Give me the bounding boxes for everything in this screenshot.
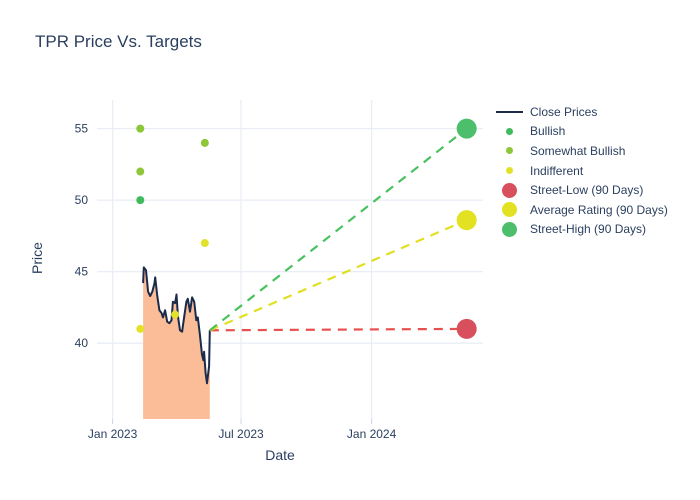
rating-dot-somewhat-bullish[interactable]	[200, 138, 209, 147]
legend-swatch-shape	[502, 182, 517, 198]
legend-item-street-low-days-[interactable]: Street-Low (90 Days)	[496, 180, 668, 200]
target-marker-street-high-days-[interactable]	[456, 118, 477, 139]
x-tick-label: Jul 2023	[218, 427, 264, 441]
legend-item-indifferent[interactable]: Indifferent	[496, 161, 668, 181]
legend-dot-icon	[496, 167, 523, 175]
legend-item-label: Street-High (90 Days)	[530, 222, 647, 237]
legend-item-label: Indifferent	[530, 163, 584, 178]
legend-item-label: Bullish	[530, 124, 566, 139]
legend-item-street-high-days-[interactable]: Street-High (90 Days)	[496, 220, 668, 240]
x-tick-label: Jan 2023	[88, 427, 138, 441]
x-tick-label: Jan 2024	[347, 427, 397, 441]
target-dash-line-average-rating-days-	[209, 219, 468, 332]
target-marker-street-low-days-[interactable]	[456, 318, 477, 339]
legend-dot-icon	[496, 182, 523, 198]
chart-title: TPR Price Vs. Targets	[35, 32, 202, 51]
legend-dot-icon	[496, 202, 523, 218]
rating-dot-indifferent[interactable]	[136, 324, 145, 333]
rating-dot-indifferent[interactable]	[200, 239, 209, 248]
rating-dot-somewhat-bullish[interactable]	[136, 124, 145, 133]
legend-item-close-prices[interactable]: Close Prices	[496, 102, 668, 122]
y-tick-label: 45	[75, 265, 89, 279]
legend-swatch-shape	[506, 167, 513, 175]
legend-item-label: Street-Low (90 Days)	[530, 183, 644, 198]
x-axis-title: Date	[265, 447, 295, 463]
legend: Close Prices Bullish Somewhat Bullish Indif…	[496, 102, 668, 239]
legend-swatch-shape	[502, 221, 517, 237]
legend-dot-icon	[496, 221, 523, 237]
rating-dot-bullish[interactable]	[136, 196, 145, 205]
legend-dot-icon	[496, 127, 523, 135]
legend-item-label: Somewhat Bullish	[530, 143, 626, 158]
legend-swatch-shape	[506, 147, 513, 155]
legend-item-somewhat-bullish[interactable]: Somewhat Bullish	[496, 141, 668, 161]
target-marker-average-rating-days-[interactable]	[456, 210, 477, 231]
y-tick-label: 50	[75, 193, 89, 207]
target-dash-line-street-low-days-	[209, 327, 467, 332]
y-axis-title: Price	[29, 242, 45, 274]
legend-item-average-rating-days-[interactable]: Average Rating (90 Days)	[496, 200, 668, 220]
legend-item-label: Close Prices	[530, 104, 598, 119]
y-tick-label: 40	[75, 336, 89, 350]
legend-dot-icon	[496, 147, 523, 155]
legend-line-swatch-icon	[496, 110, 523, 114]
legend-item-label: Average Rating (90 Days)	[530, 202, 668, 217]
legend-swatch-shape	[506, 127, 513, 135]
close-price-area	[143, 267, 210, 419]
rating-dot-indifferent[interactable]	[171, 310, 180, 319]
legend-item-bullish[interactable]: Bullish	[496, 122, 668, 142]
y-tick-label: 55	[75, 122, 89, 136]
target-dash-line-street-high-days-	[209, 127, 468, 332]
rating-dot-somewhat-bullish[interactable]	[136, 167, 145, 176]
legend-swatch-shape	[502, 202, 517, 218]
legend-swatch-shape	[496, 110, 523, 114]
